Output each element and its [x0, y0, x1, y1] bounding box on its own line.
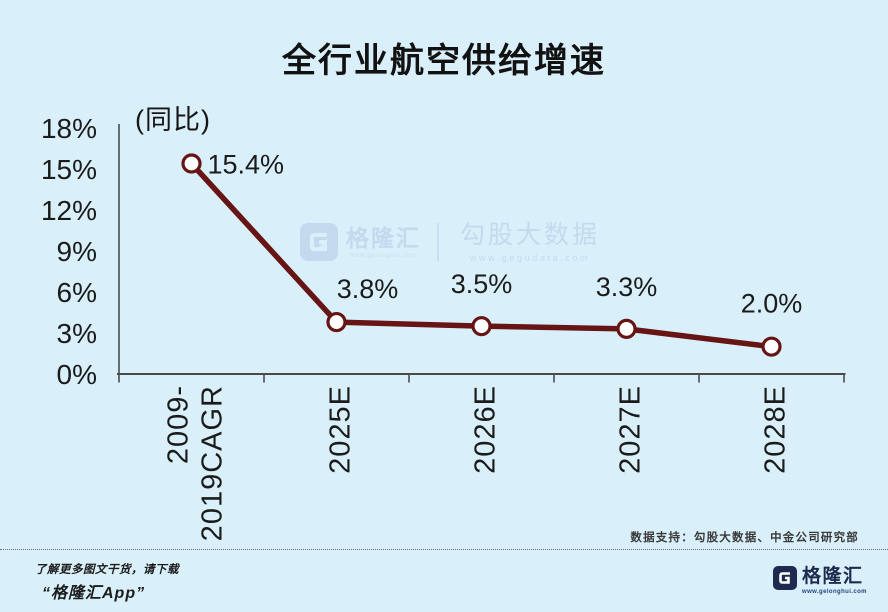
gelonghui-logo-icon — [773, 566, 797, 590]
watermark-brand-block: 格隆汇 www.gelonghui.com — [346, 224, 421, 259]
y-axis-tick-label: 0% — [57, 359, 97, 390]
y-axis-tick-label: 6% — [57, 277, 97, 308]
y-axis-tick-label: 18% — [41, 113, 97, 144]
x-axis-label: 2027E — [615, 385, 647, 474]
data-point-marker — [181, 153, 202, 174]
footer-divider — [0, 549, 888, 550]
x-axis-label: 2025E — [325, 385, 357, 474]
data-point-label: 2.0% — [741, 289, 803, 319]
watermark-partner-text: 勾股大数据 — [460, 221, 601, 249]
watermark-divider — [437, 223, 439, 262]
x-axis-label: 2019CAGR — [197, 385, 229, 541]
footer-promo-line1: 了解更多图文干货，请下载 — [35, 564, 179, 576]
x-axis-label: 2028E — [760, 385, 792, 474]
y-axis-tick-label: 12% — [41, 195, 97, 226]
footer-logo-text: 格隆汇 — [802, 566, 864, 587]
footer-logo-url: www.gelonghui.com — [802, 588, 867, 595]
chart-title: 全行业航空供给增速 — [282, 42, 606, 80]
footer-promo-line2: “格隆汇App” — [42, 585, 146, 602]
y-axis-tick-label: 9% — [57, 236, 97, 267]
watermark: 格隆汇 www.gelonghui.com 勾股大数据 www.gogudata… — [300, 221, 601, 263]
footer-logo: 格隆汇 www.gelonghui.com — [773, 566, 867, 595]
data-point-label: 3.3% — [596, 272, 658, 302]
watermark-brand-text: 格隆汇 — [346, 224, 421, 251]
data-point-label: 15.4% — [208, 150, 285, 180]
x-axis-label: 2026E — [470, 385, 502, 474]
y-axis-tick-label: 15% — [41, 154, 97, 185]
gelonghui-logo-icon — [300, 223, 338, 262]
y-axis-tick-label: 3% — [57, 318, 97, 349]
data-source-note: 数据支持：勾股大数据、中金公司研究部 — [630, 532, 859, 544]
data-point-label: 3.5% — [451, 269, 513, 299]
data-point-label: 3.8% — [337, 274, 399, 304]
watermark-partner-block: 勾股大数据 www.gogudata.com — [460, 221, 601, 263]
data-point-marker — [616, 318, 637, 339]
data-point-marker — [761, 336, 782, 357]
footer-logo-text-block: 格隆汇 www.gelonghui.com — [802, 566, 867, 595]
data-point-marker — [471, 316, 492, 337]
watermark-brand-url: www.gelonghui.com — [349, 251, 418, 259]
y-axis-unit-label: (同比) — [135, 105, 211, 135]
data-point-marker — [326, 311, 347, 333]
watermark-partner-url: www.gogudata.com — [469, 252, 591, 263]
x-axis-label: 2009- — [163, 385, 195, 464]
